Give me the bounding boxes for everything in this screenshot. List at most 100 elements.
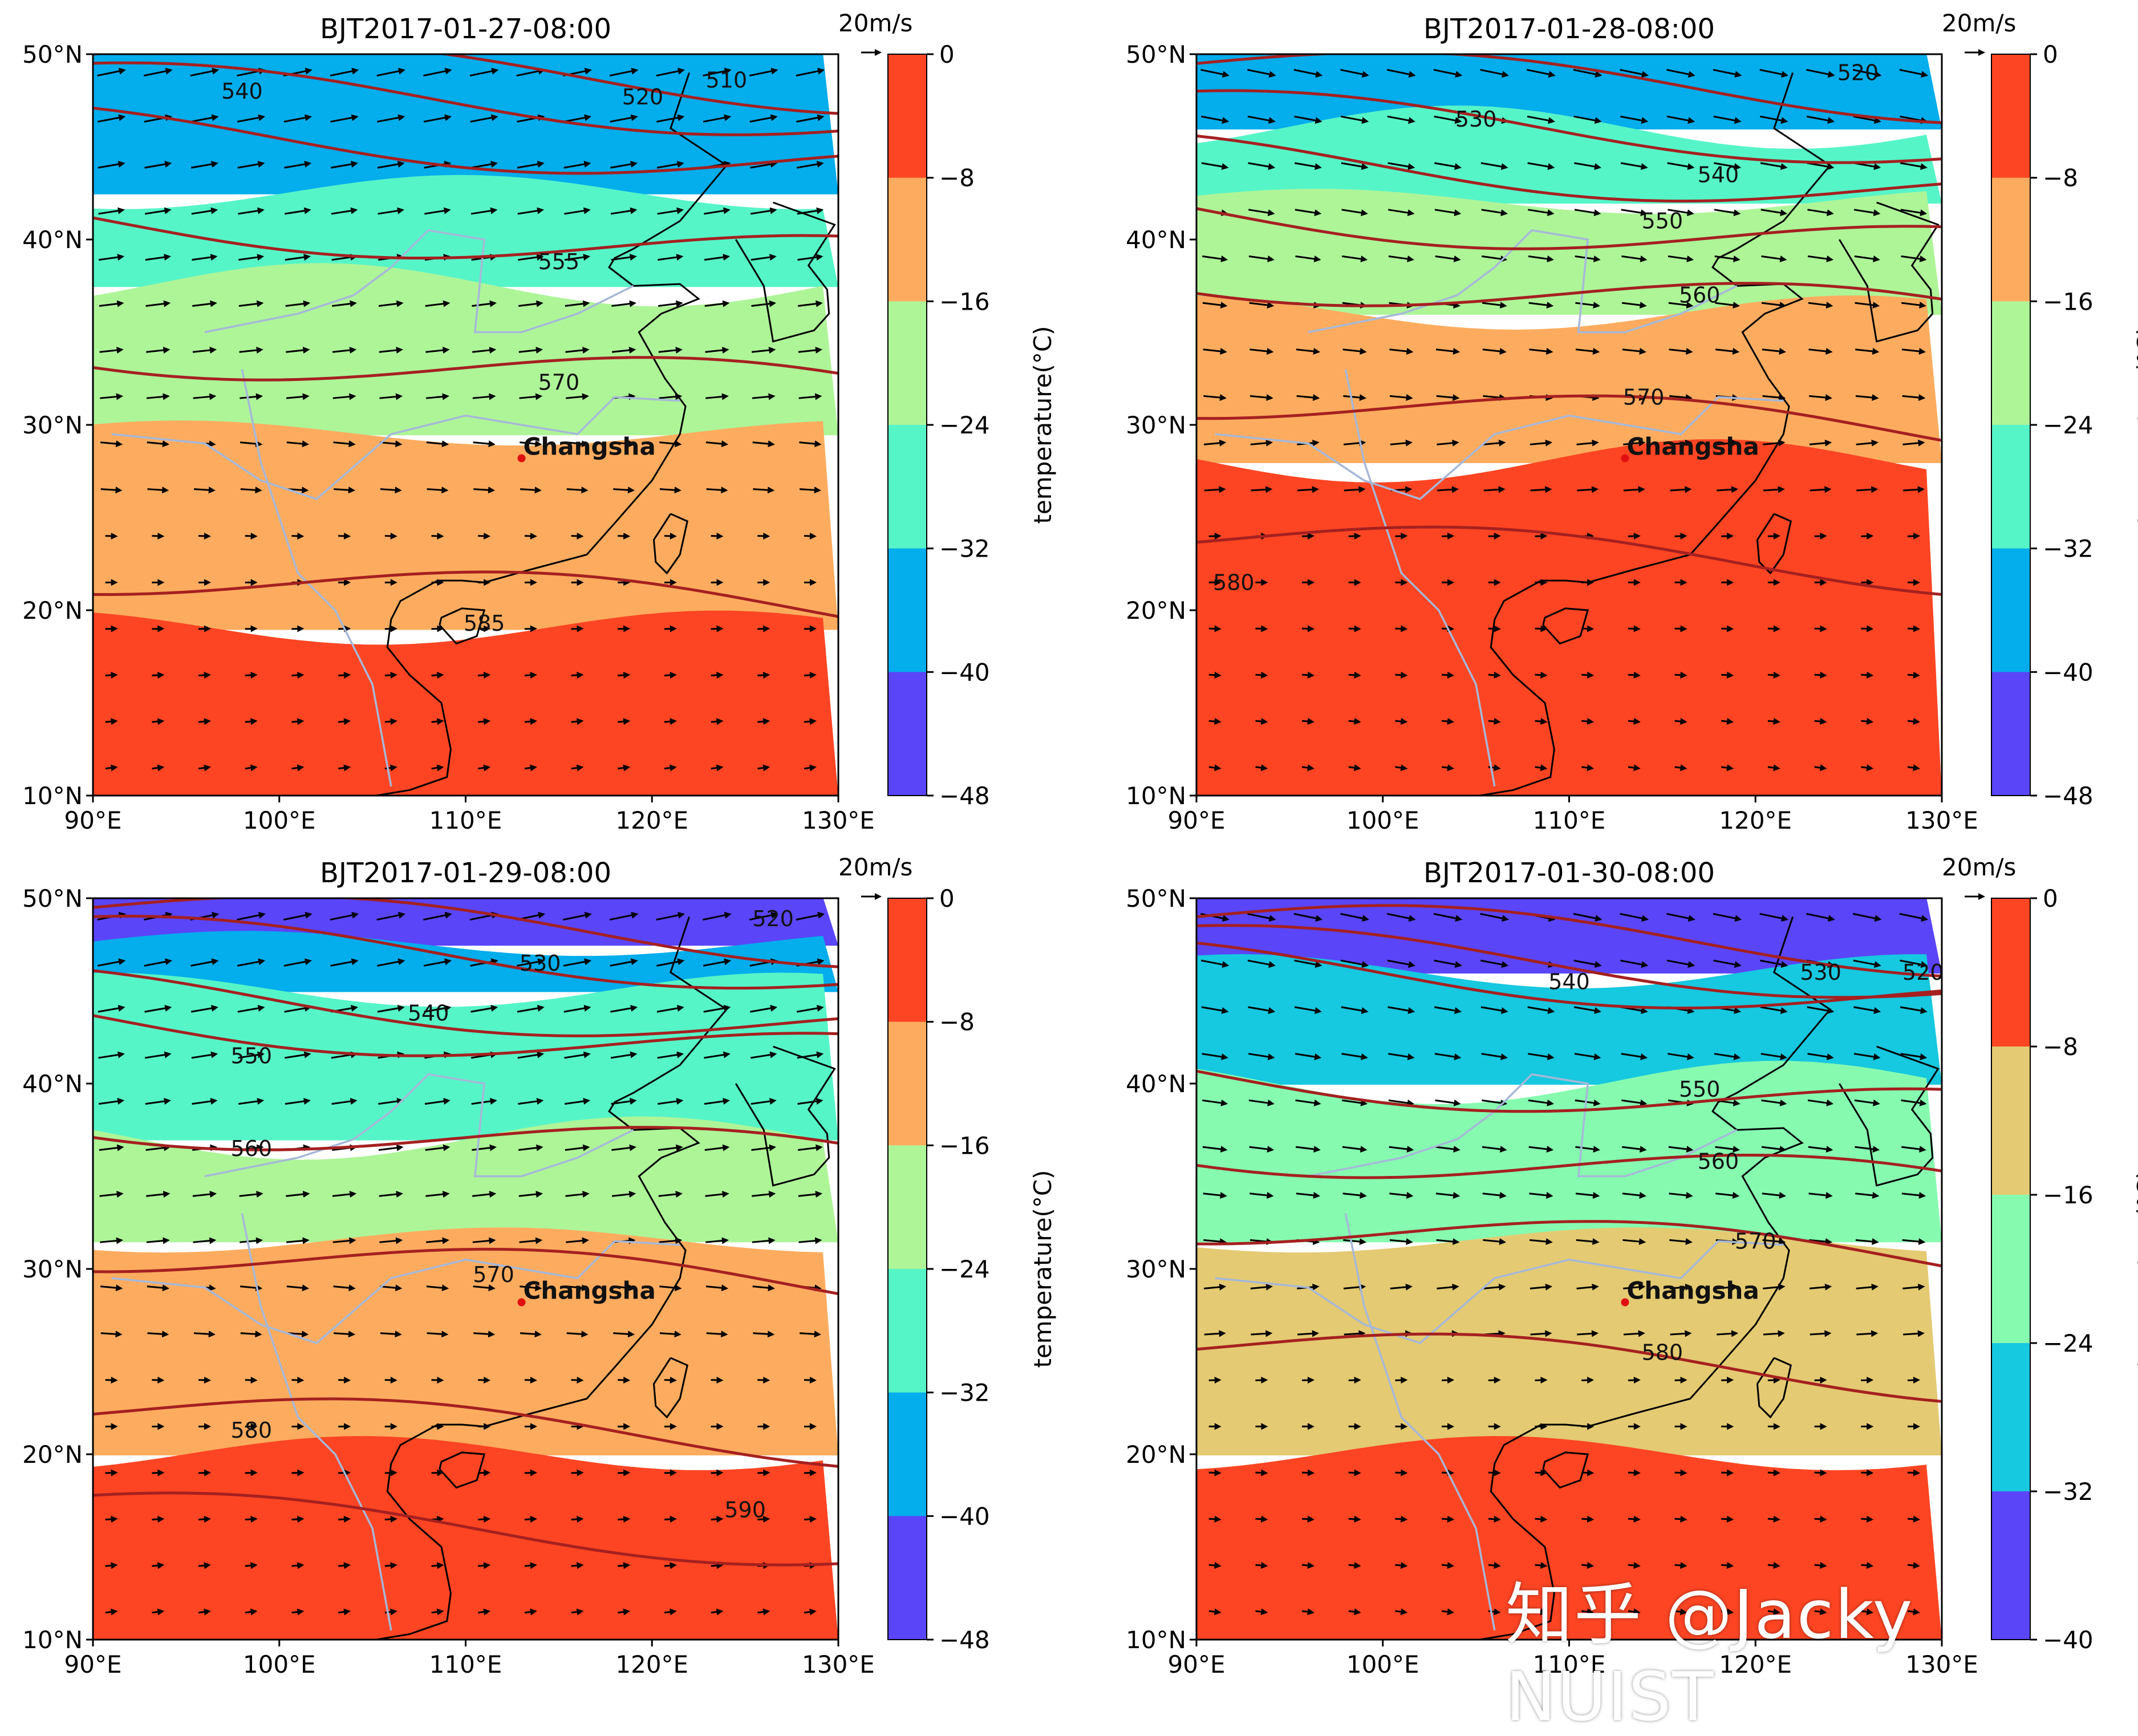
x-tick-label: 120°E [615, 1650, 688, 1678]
y-tick-label: 50°N [1126, 885, 1186, 912]
wind-key-label: 20m/s [838, 9, 912, 37]
colorbar-tick-label: 0 [939, 40, 955, 68]
y-tick-label: 40°N [1126, 226, 1186, 254]
y-tick-label: 40°N [1126, 1070, 1186, 1098]
y-tick-label: 20°N [22, 597, 83, 624]
contour-label: 550 [230, 1043, 272, 1068]
contour-label: 585 [464, 611, 505, 636]
colorbar-segment [1991, 1195, 2030, 1344]
colorbar-segment [888, 1022, 927, 1146]
contour-label: 530 [1455, 107, 1497, 132]
colorbar-segment [888, 54, 927, 178]
colorbar-tick-label: −16 [939, 1131, 990, 1159]
contour-label: 540 [408, 1001, 449, 1026]
panel-title: BJT2017-01-27-08:00 [320, 13, 611, 45]
contour-label: 570 [1735, 1228, 1776, 1254]
colorbar-segment [888, 549, 927, 672]
colorbar-label: temperature(°C) [1029, 1170, 1057, 1368]
y-tick-label: 20°N [1126, 1441, 1186, 1469]
colorbar-tick-label: −16 [2043, 287, 2094, 315]
colorbar-segment [888, 672, 927, 796]
colorbar-label: temperature(°C) [2132, 1170, 2138, 1368]
colorbar-segment [1991, 54, 2030, 178]
x-tick-label: 110°E [429, 1650, 502, 1678]
contour-label: 580 [1642, 1340, 1683, 1365]
x-tick-label: 100°E [243, 806, 316, 834]
colorbar-tick-label: −48 [939, 1626, 990, 1654]
y-tick-label: 40°N [22, 226, 83, 254]
y-tick-label: 50°N [22, 40, 83, 68]
wind-key-label: 20m/s [1942, 9, 2016, 37]
panel-svg: 520530540550560570580590ChangshaBJT2017-… [0, 844, 1066, 1688]
panel-svg: 510520540555570585ChangshaBJT2017-01-27-… [0, 0, 1066, 844]
colorbar-tick-label: −24 [939, 411, 990, 439]
contour-label: 510 [706, 68, 748, 93]
colorbar-tick-label: −48 [2043, 782, 2094, 810]
x-tick-label: 100°E [1346, 806, 1419, 834]
y-tick-label: 30°N [22, 1255, 83, 1283]
colorbar-tick-label: 0 [939, 885, 955, 912]
colorbar-segment [1991, 898, 2030, 1047]
contour-label: 555 [538, 249, 580, 274]
city-label: Changsha [524, 433, 656, 461]
temperature-zone [93, 420, 838, 630]
colorbar-segment [888, 1145, 927, 1269]
contour-label: 590 [724, 1498, 766, 1523]
temperature-zone [93, 1227, 838, 1455]
contour-label: 580 [230, 1418, 272, 1443]
y-tick-label: 50°N [1126, 40, 1186, 68]
x-tick-label: 90°E [64, 806, 122, 834]
contour-label: 560 [1698, 1149, 1739, 1174]
colorbar-tick-label: −40 [939, 1502, 990, 1530]
colorbar-tick-label: −32 [2043, 1478, 2094, 1506]
colorbar-segment [888, 1269, 927, 1393]
city-label: Changsha [1627, 433, 1759, 461]
wind-key-label: 20m/s [1942, 853, 2016, 881]
x-tick-label: 90°E [1168, 1650, 1226, 1678]
city-label: Changsha [524, 1277, 656, 1305]
colorbar-tick-label: −24 [2043, 411, 2094, 439]
wind-key-label: 20m/s [838, 853, 912, 881]
x-tick-label: 130°E [802, 806, 875, 834]
colorbar-segment [888, 1516, 927, 1640]
x-tick-label: 130°E [1905, 806, 1978, 834]
y-tick-label: 20°N [22, 1441, 83, 1469]
colorbar-segment [1991, 301, 2030, 425]
colorbar-segment [888, 425, 927, 549]
colorbar-segment [1991, 549, 2030, 672]
contour-label: 570 [1623, 384, 1665, 409]
colorbar-tick-label: −48 [939, 782, 990, 810]
x-tick-label: 110°E [1533, 806, 1606, 834]
colorbar-segment [1991, 672, 2030, 796]
colorbar-segment [888, 178, 927, 302]
y-tick-label: 10°N [1126, 782, 1186, 810]
colorbar-segment [888, 898, 927, 1022]
panel-title: BJT2017-01-30-08:00 [1423, 857, 1715, 889]
x-tick-label: 100°E [243, 1650, 316, 1678]
colorbar-tick-label: −24 [2043, 1329, 2094, 1357]
temperature-zone [1196, 439, 1942, 797]
colorbar-tick-label: −8 [2043, 164, 2078, 192]
y-tick-label: 50°N [22, 885, 83, 912]
x-tick-label: 100°E [1346, 1650, 1419, 1678]
contour-label: 520 [1837, 60, 1879, 86]
colorbar-tick-label: −16 [2043, 1181, 2094, 1209]
contour-label: 550 [1642, 209, 1683, 234]
colorbar-segment [888, 301, 927, 425]
x-tick-label: 130°E [802, 1650, 875, 1678]
y-tick-label: 10°N [22, 782, 83, 810]
y-tick-label: 30°N [1126, 411, 1186, 439]
temperature-zone [1196, 295, 1942, 463]
colorbar-label: temperature(°C) [2132, 326, 2138, 524]
colorbar-tick-label: −32 [2043, 535, 2094, 563]
contour-label: 580 [1213, 570, 1255, 595]
colorbar-tick-label: −40 [2043, 658, 2094, 686]
x-tick-label: 90°E [64, 1650, 122, 1678]
colorbar-label: temperature(°C) [1029, 326, 1057, 524]
panel-title: BJT2017-01-28-08:00 [1423, 13, 1715, 45]
contour-label: 570 [473, 1262, 514, 1287]
